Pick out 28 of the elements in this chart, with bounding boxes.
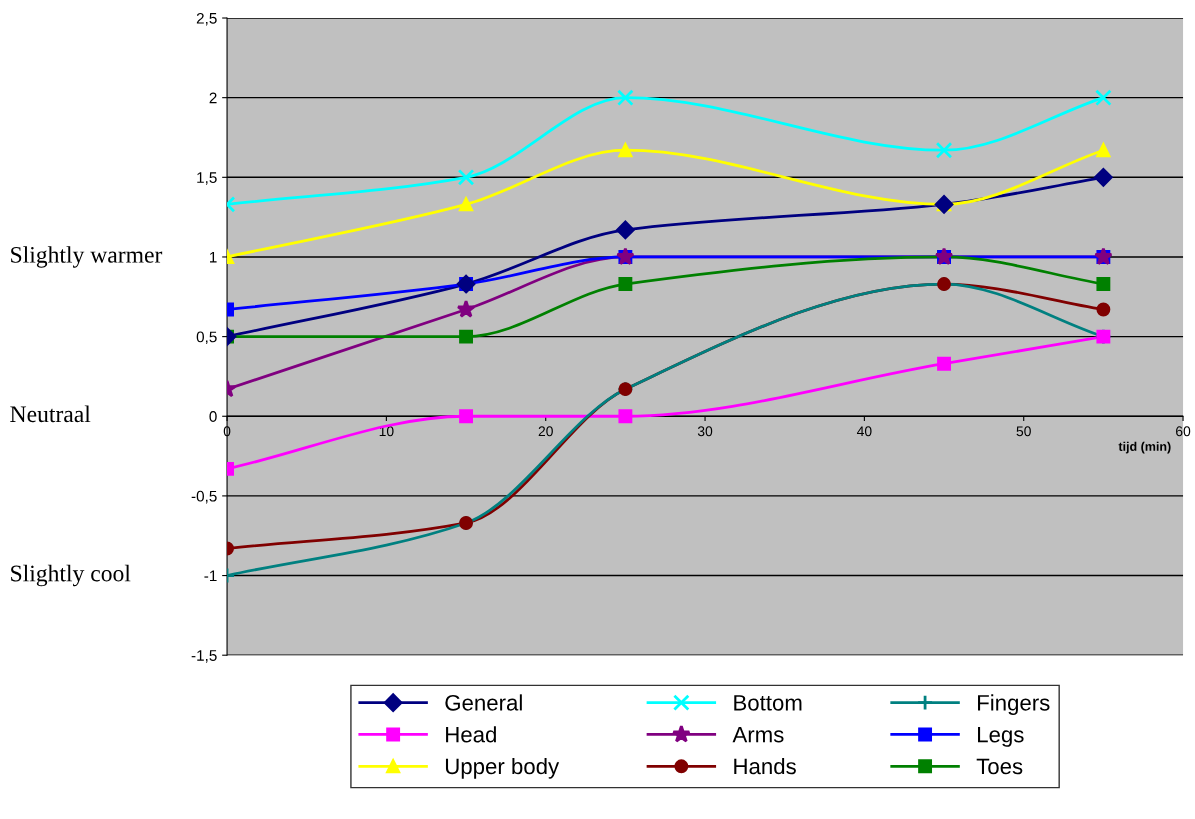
legend-label: General [445,694,522,711]
x-tick-label: 30 [697,426,713,437]
legend-label: Bottom [734,695,802,711]
x-tick-label: 10 [379,426,394,437]
x-tick-label: 20 [538,426,553,437]
legend-label: Legs [978,726,1024,747]
legend-label: Hands [734,757,796,775]
text: Slightly warmer [11,246,163,268]
y-tick-label: 1 [210,251,217,263]
legend-label: Toes [976,758,1023,775]
y-tick-label: 1,5 [197,172,217,185]
y-tick-label: -1 [204,570,217,582]
text: Slightly cool [11,564,131,587]
legend-label: Upper body [445,757,560,779]
legend-label: Arms [732,726,784,743]
text: Neutraal [10,405,91,423]
y-tick-label: -0,5 [191,490,217,504]
y-tick-label: 2,5 [196,12,217,26]
legend-label: Head [446,726,496,743]
y-tick-label: 2 [209,92,217,104]
x-tick-label: 40 [856,426,872,437]
y-tick-label: -1,5 [191,650,217,663]
x-tick-label: 50 [1016,426,1031,437]
legend-label: Fingers [978,694,1050,716]
x-tick-label: 60 [1176,426,1191,437]
x-axis-title: tijd (min) [1118,441,1171,454]
y-tick-label: 0 [209,411,217,422]
y-tick-label: 0,5 [196,331,217,345]
